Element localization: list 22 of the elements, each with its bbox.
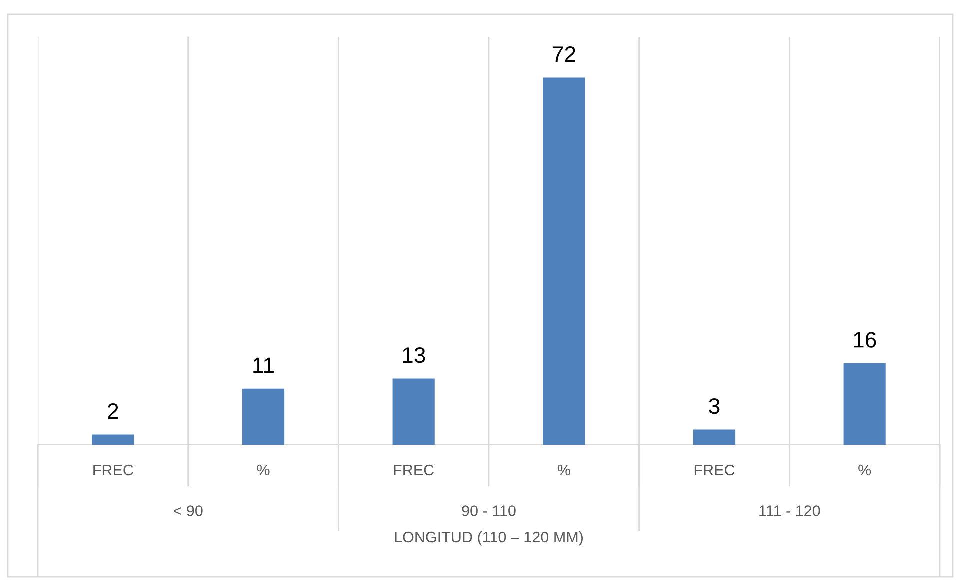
x-tick-label: % [257,464,270,476]
data-label: 3 [709,398,720,414]
x-axis-title: LONGITUD (110 – 120 MM) [395,531,584,546]
data-label: 72 [552,46,576,62]
x-tick-label: FREC [694,464,735,476]
bar [693,430,736,445]
data-label: 13 [403,347,426,364]
bar [844,363,886,445]
data-label: 16 [854,332,876,348]
bar [92,434,134,445]
x-tick-label: % [858,464,872,476]
x-tick-label: % [558,464,570,476]
data-label: 11 [254,358,274,374]
bar [242,388,285,445]
x-tick-label: FREC [94,464,134,476]
x-tick-label: FREC [394,464,434,476]
data-label: 2 [108,404,118,420]
text: < 90 [174,506,203,516]
bar [543,78,586,445]
bar [392,378,435,445]
text: 111 - 120 [760,506,820,516]
text: 90 - 110 [462,506,516,516]
